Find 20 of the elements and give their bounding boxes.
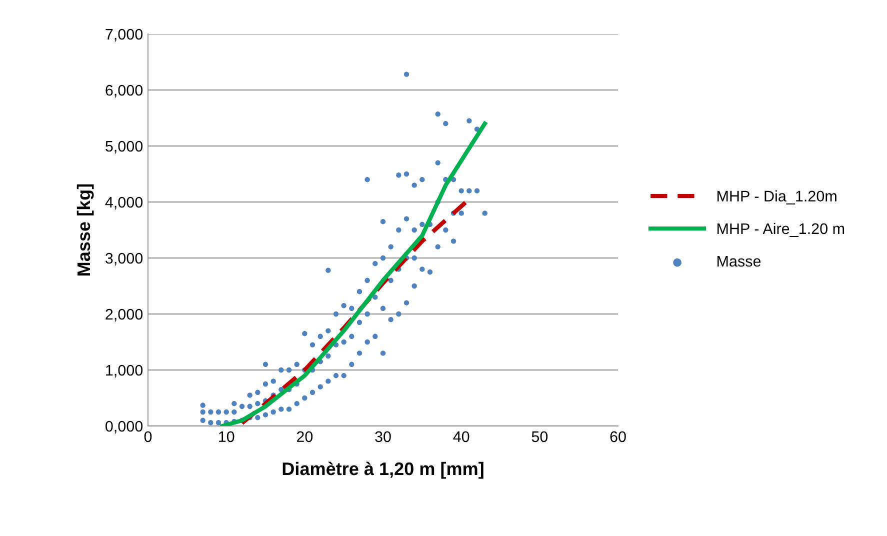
- y-tick-label: 0,000: [106, 420, 143, 434]
- x-tick-label: 20: [296, 431, 313, 442]
- y-axis-title: Masse [kg]: [76, 184, 94, 276]
- y-tick-label: 2,000: [106, 308, 143, 322]
- y-tick-label: 7,000: [106, 28, 143, 42]
- x-tick-label: 50: [532, 431, 548, 442]
- y-tick-label: 6,000: [106, 84, 143, 98]
- x-tick-label: 10: [219, 431, 234, 442]
- x-axis-title: Diamètre à 1,20 m [mm]: [282, 462, 484, 479]
- legend-label: Masse: [718, 256, 761, 267]
- x-tick-label: 40: [453, 431, 470, 442]
- x-tick-label: 0: [144, 431, 152, 442]
- legend-label: MHP - Aire_1.20 m: [718, 222, 844, 237]
- y-tick-label: 3,000: [105, 252, 143, 266]
- x-tick-label: 30: [375, 431, 391, 442]
- y-tick-label: 5,000: [106, 140, 143, 154]
- x-tick-label: 60: [610, 431, 626, 442]
- y-tick-label: 1,000: [106, 364, 143, 378]
- y-tick-label: 4,000: [105, 196, 143, 210]
- legend-label: MHP - Dia_1.20m: [718, 190, 836, 204]
